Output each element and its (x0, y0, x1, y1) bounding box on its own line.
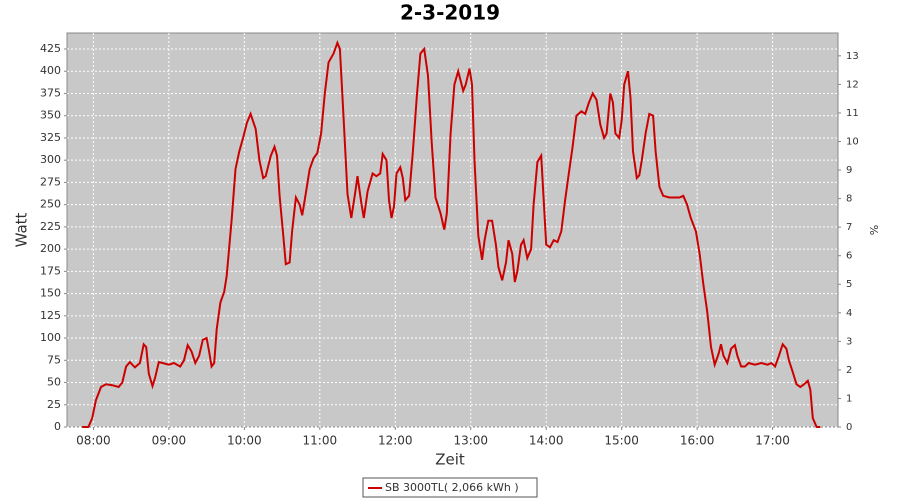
y-tick-label: 275 (40, 175, 61, 188)
y-tick-label: 300 (40, 153, 61, 166)
y-tick-label: 0 (54, 420, 61, 433)
y-tick-label: 375 (40, 86, 61, 99)
x-tick-label: 09:00 (152, 434, 187, 448)
chart-title: 2-3-2019 (400, 1, 500, 25)
y-axis-label: Watt (13, 212, 31, 247)
y2-tick-label: 8 (846, 194, 852, 205)
plot-area (66, 32, 839, 428)
y2-tick-label: 5 (846, 279, 852, 290)
y2-tick-label: 4 (846, 308, 852, 319)
x-tick-label: 11:00 (303, 434, 338, 448)
y2-tick-label: 11 (846, 108, 859, 119)
y-tick-label: 325 (40, 131, 61, 144)
x-axis-label: Zeit (435, 451, 465, 469)
y2-tick-label: 10 (846, 136, 859, 147)
x-tick-label: 16:00 (680, 434, 715, 448)
x-tick-label: 08:00 (76, 434, 111, 448)
y-tick-label: 175 (40, 264, 61, 277)
x-tick-label: 14:00 (529, 434, 564, 448)
y-tick-label: 225 (40, 220, 61, 233)
y-tick-label: 25 (47, 398, 61, 411)
y-tick-label: 425 (40, 42, 61, 55)
y-tick-label: 75 (47, 353, 61, 366)
x-tick-label: 13:00 (453, 434, 488, 448)
y-tick-label: 250 (40, 198, 61, 211)
y2-tick-label: 2 (846, 365, 852, 376)
series-line (82, 39, 821, 428)
y-tick-label: 200 (40, 242, 61, 255)
legend-label: SB 3000TL( 2,066 kWh ) (385, 481, 519, 494)
y2-tick-label: 9 (846, 165, 852, 176)
y-tick-label: 50 (47, 376, 61, 389)
y-tick-label: 100 (40, 331, 61, 344)
x-tick-label: 10:00 (227, 434, 262, 448)
y2-tick-label: 13 (846, 51, 859, 62)
y-tick-label: 150 (40, 287, 61, 300)
x-tick-label: 17:00 (755, 434, 790, 448)
y2-axis-label: % (868, 225, 881, 235)
y2-tick-label: 6 (846, 251, 852, 262)
y-tick-label: 400 (40, 64, 61, 77)
x-tick-label: 15:00 (604, 434, 639, 448)
y2-tick-label: 0 (846, 422, 852, 433)
y2-tick-label: 12 (846, 79, 859, 90)
x-tick-label: 12:00 (378, 434, 413, 448)
y-tick-label: 350 (40, 109, 61, 122)
legend (362, 477, 538, 498)
y-tick-label: 125 (40, 309, 61, 322)
y2-tick-label: 7 (846, 222, 852, 233)
y2-tick-label: 1 (846, 393, 852, 404)
y2-tick-label: 3 (846, 336, 852, 347)
